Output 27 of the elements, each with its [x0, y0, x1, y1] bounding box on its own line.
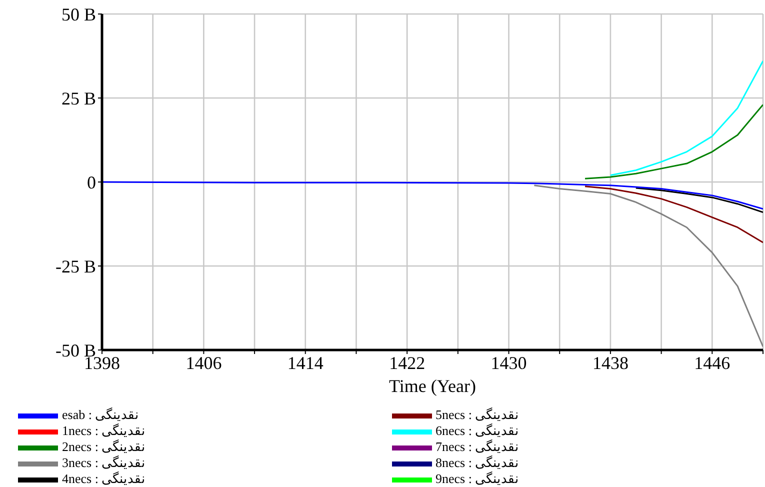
- legend-label: 9necs : نقدینگی: [436, 470, 520, 486]
- line-series: [102, 181, 763, 210]
- line-series: [610, 60, 763, 176]
- x-tick-label: 1446: [694, 352, 730, 373]
- y-tick-label: -25 B: [56, 256, 96, 276]
- x-tick-label: 1438: [592, 352, 628, 373]
- legend-label: 6necs : نقدینگی: [436, 422, 520, 438]
- legend-label: esab : نقدینگی: [62, 406, 140, 422]
- x-tick-label: 1430: [490, 352, 527, 373]
- legend-label: 4necs : نقدینگی: [62, 470, 146, 486]
- x-tick-label: 1406: [186, 352, 222, 373]
- line-series: [635, 187, 763, 213]
- line-series: [584, 104, 763, 180]
- legend-label: 2necs : نقدینگی: [62, 438, 146, 454]
- legend-label: 7necs : نقدینگی: [436, 438, 520, 454]
- y-tick-label: 25 B: [61, 88, 96, 108]
- y-tick-label: 50 B: [61, 4, 96, 24]
- y-tick-label: 0: [87, 172, 96, 192]
- legend-label: 8necs : نقدینگی: [436, 454, 520, 470]
- legend-label: 3necs : نقدینگی: [62, 454, 146, 470]
- legend-label: 1necs : نقدینگی: [62, 422, 146, 438]
- line-series: [584, 186, 763, 244]
- x-axis-title: Time (Year): [388, 376, 476, 396]
- x-tick-label: 1422: [389, 352, 426, 373]
- line-series: [533, 184, 763, 348]
- x-tick-label: 1414: [287, 352, 324, 373]
- legend-label: 5necs : نقدینگی: [436, 406, 520, 422]
